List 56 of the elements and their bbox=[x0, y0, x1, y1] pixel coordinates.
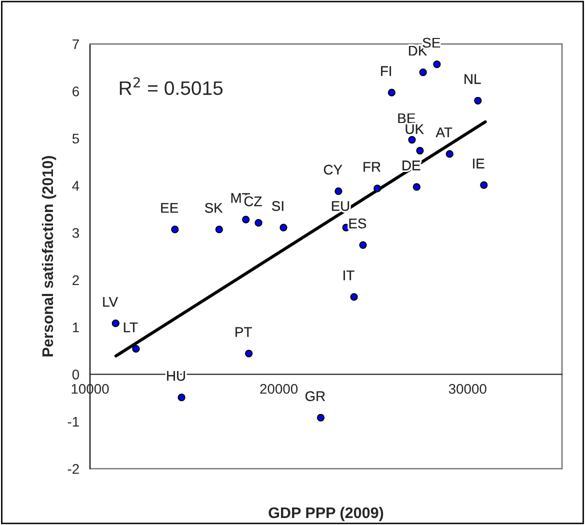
point bbox=[316, 414, 325, 422]
y-tick-label: 6 bbox=[72, 86, 79, 96]
annotation: EE bbox=[161, 203, 178, 213]
annotation: ES bbox=[349, 218, 366, 228]
point bbox=[474, 96, 482, 104]
annotation: EU bbox=[332, 201, 350, 211]
point bbox=[254, 219, 262, 227]
point bbox=[419, 68, 427, 76]
point bbox=[280, 224, 288, 232]
y-tick-label: 2 bbox=[72, 275, 79, 285]
point bbox=[433, 60, 441, 68]
point bbox=[112, 320, 120, 328]
point bbox=[171, 226, 179, 234]
point bbox=[408, 136, 416, 144]
annotation: LV bbox=[103, 297, 118, 307]
point bbox=[480, 181, 488, 189]
point bbox=[412, 183, 420, 191]
annotation: PT bbox=[236, 327, 252, 337]
annotation: FR bbox=[364, 162, 380, 172]
annotation: SK bbox=[204, 202, 223, 213]
point bbox=[215, 226, 223, 234]
y-tick-label: 4 bbox=[72, 181, 80, 191]
annotation: GR bbox=[305, 391, 325, 402]
annotation: IE bbox=[473, 158, 484, 168]
point bbox=[334, 187, 342, 196]
annotation: IT bbox=[344, 270, 354, 280]
point bbox=[245, 350, 253, 358]
point bbox=[374, 184, 382, 192]
y-tick-label: 5 bbox=[72, 134, 79, 144]
y-tick-label: 3 bbox=[72, 228, 79, 238]
point bbox=[359, 241, 367, 249]
annotation: LT bbox=[124, 322, 138, 332]
point bbox=[132, 345, 140, 353]
y-tick-label: 0 bbox=[72, 370, 80, 380]
annotation: FI bbox=[381, 66, 392, 76]
annotation: CY bbox=[324, 164, 342, 175]
x-tick-label: 30000 bbox=[448, 384, 486, 394]
y-tick-label: -1 bbox=[68, 416, 79, 427]
y-axis-title: Personal satisfaction (2010) bbox=[42, 156, 56, 356]
y-tick-label: 7 bbox=[72, 39, 79, 50]
annotation: R$^{2}$ = 0.5015 bbox=[120, 77, 223, 96]
point bbox=[178, 394, 186, 402]
point bbox=[388, 88, 396, 96]
point bbox=[446, 150, 454, 158]
point bbox=[416, 146, 424, 154]
annotation: NL bbox=[464, 74, 481, 84]
x-tick-label: 20000 bbox=[260, 384, 298, 394]
annotation: BE bbox=[398, 113, 416, 124]
x-axis-title: GDP PPP (2009) bbox=[268, 506, 384, 522]
y-tick-label: 1 bbox=[72, 322, 79, 332]
point bbox=[350, 293, 358, 301]
annotation: UK bbox=[406, 124, 424, 134]
y-tick-label: -2 bbox=[68, 464, 79, 474]
point bbox=[242, 216, 250, 224]
annotation: AT bbox=[436, 128, 452, 138]
annotation: SI bbox=[272, 201, 284, 211]
